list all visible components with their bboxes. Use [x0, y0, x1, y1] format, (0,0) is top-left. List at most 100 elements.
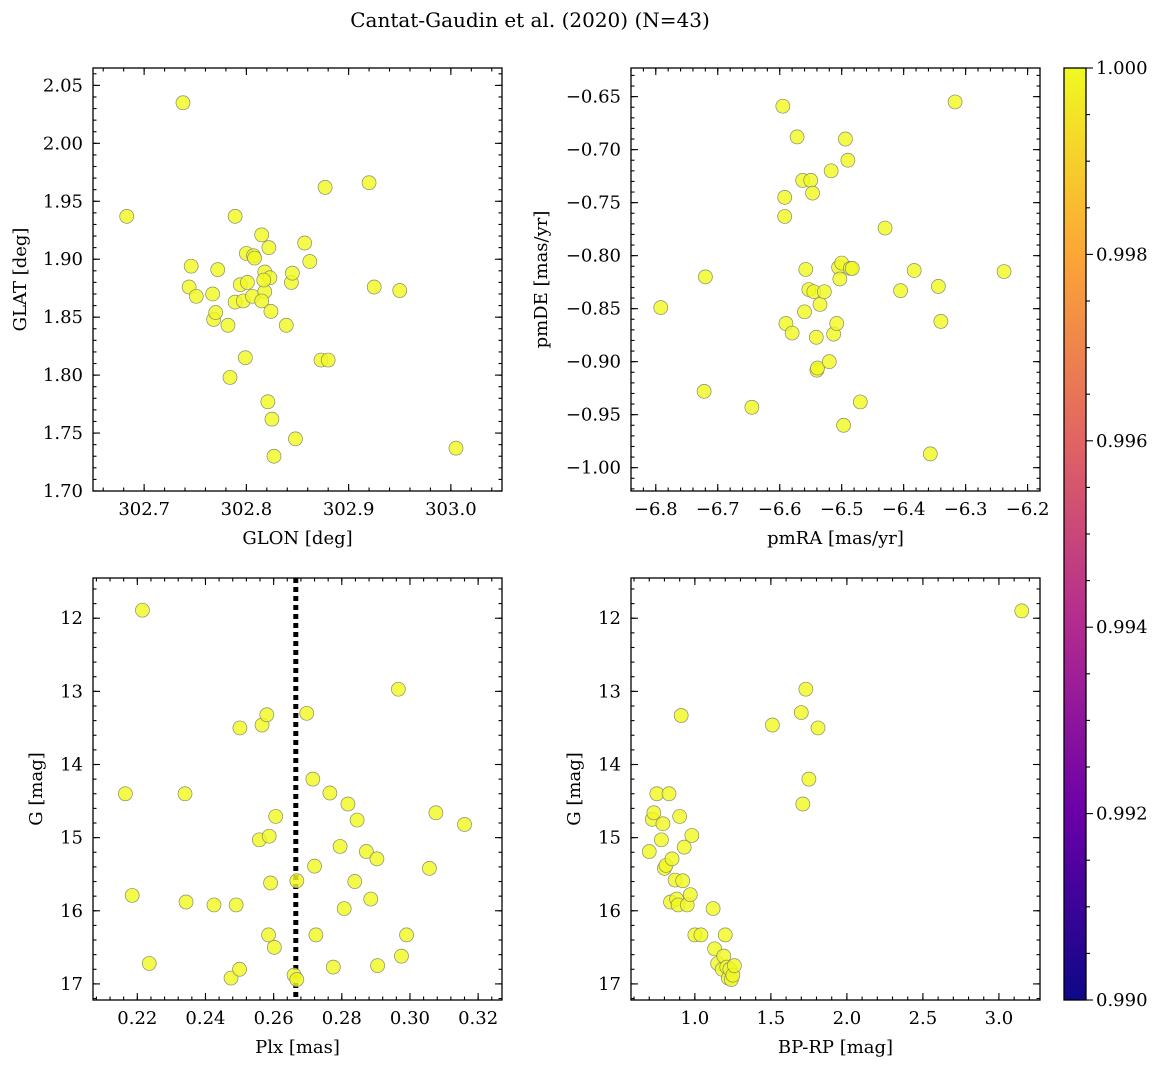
data-point: [399, 927, 414, 943]
y-tick-label: 16: [60, 901, 83, 922]
data-point: [205, 286, 220, 302]
data-point: [232, 720, 248, 736]
x-tick-label: 302.8: [221, 499, 273, 520]
data-point: [906, 263, 922, 278]
data-point: [922, 446, 938, 462]
y-tick-label: 12: [598, 608, 621, 629]
x-tick-label: 0.32: [458, 1008, 498, 1029]
data-point: [210, 262, 226, 277]
data-point: [777, 209, 793, 224]
data-point: [705, 901, 721, 916]
y-tick-label: 1.80: [43, 365, 83, 386]
data-point: [118, 786, 133, 802]
data-point: [812, 297, 828, 312]
data-point: [810, 360, 825, 376]
data-point: [308, 927, 324, 943]
data-point: [1014, 603, 1030, 619]
data-point: [838, 131, 853, 147]
y-axis-label: pmDE [mas/yr]: [531, 211, 552, 349]
data-point: [320, 352, 336, 368]
y-tick-label: 15: [60, 828, 83, 849]
data-point: [263, 304, 279, 319]
data-point: [798, 262, 814, 277]
data-point: [933, 314, 949, 329]
data-point: [260, 394, 276, 410]
data-point: [672, 809, 688, 824]
data-point: [641, 844, 657, 859]
y-tick-label: 13: [598, 681, 621, 702]
data-point: [821, 354, 837, 370]
data-point: [222, 370, 238, 385]
data-point: [394, 948, 409, 964]
colorbar-tick-label: 0.998: [1096, 244, 1148, 265]
data-point: [661, 786, 677, 802]
y-tick-label: −0.85: [566, 299, 621, 320]
data-point: [793, 705, 809, 720]
data-point: [653, 300, 669, 315]
y-tick-label: 12: [60, 608, 83, 629]
data-point: [684, 828, 700, 843]
data-point: [263, 875, 278, 891]
colorbar-tick-label: 0.992: [1096, 804, 1148, 825]
data-point: [232, 961, 247, 977]
y-tick-label: 16: [598, 901, 621, 922]
x-tick-label: 2.5: [909, 1008, 938, 1029]
data-point: [175, 95, 191, 111]
y-tick-label: 1.70: [43, 481, 83, 502]
y-tick-label: −0.75: [566, 193, 621, 214]
data-point: [675, 873, 691, 889]
data-point: [422, 861, 437, 876]
data-point: [266, 448, 282, 464]
data-point: [307, 858, 322, 874]
data-point: [428, 805, 444, 821]
data-point: [256, 272, 272, 288]
colorbar-tick-label: 1.000: [1096, 58, 1148, 79]
data-point: [844, 261, 860, 276]
x-tick-label: 303.0: [425, 499, 477, 520]
data-point: [676, 839, 692, 855]
x-tick-label: 302.7: [118, 499, 170, 520]
data-point: [119, 208, 135, 224]
data-point: [285, 265, 300, 281]
data-point: [227, 208, 243, 224]
x-tick-label: 1.0: [681, 1008, 710, 1029]
y-tick-label: 15: [598, 828, 621, 849]
y-tick-label: −0.80: [566, 246, 621, 267]
data-point: [805, 185, 820, 201]
x-tick-label: 0.24: [185, 1008, 225, 1029]
data-point: [247, 250, 262, 266]
scatter-panel-2: −6.8 −6.7 −6.6 −6.5 −6.4 −6.3 −6.2 −1.00 −0.95 −0…: [531, 67, 1050, 549]
data-point: [646, 805, 662, 821]
data-point: [238, 350, 253, 366]
data-point: [208, 305, 224, 320]
x-tick-label: −6.2: [1006, 499, 1050, 520]
colorbar-tick-label: 0.996: [1096, 431, 1148, 452]
data-point: [268, 809, 284, 824]
data-point: [266, 939, 282, 955]
data-point: [240, 275, 255, 290]
data-point: [332, 839, 348, 854]
data-point: [698, 269, 713, 285]
y-tick-label: 17: [598, 974, 621, 995]
data-point: [775, 98, 791, 114]
x-tick-label: 0.30: [390, 1008, 430, 1029]
scatter-panel-4: 1.0 1.5 2.0 2.5 3.0 12 13 14 15 16 17 BP-RP [mag] G …: [564, 577, 1041, 1058]
data-point: [363, 891, 379, 907]
data-point: [177, 786, 193, 802]
data-point: [744, 399, 760, 415]
data-point: [297, 235, 313, 251]
data-point: [366, 279, 382, 295]
data-point: [823, 163, 839, 179]
figure-title: Cantat-Gaudin et al. (2020) (N=43): [350, 8, 710, 32]
data-point: [178, 894, 194, 910]
x-axis-label: pmRA [mas/yr]: [767, 528, 904, 549]
data-point: [264, 411, 280, 427]
axes-frame: [630, 67, 1041, 492]
data-point: [347, 874, 363, 889]
y-tick-label: −0.90: [566, 352, 621, 373]
data-point: [798, 681, 814, 697]
y-tick-label: −1.00: [566, 458, 621, 479]
panels: 302.7 302.8 302.9 303.0 1.70 1.75 1.80 1.85 1.90…: [10, 67, 1050, 1058]
y-axis-label: G [mag]: [26, 752, 47, 825]
data-point: [305, 771, 321, 787]
